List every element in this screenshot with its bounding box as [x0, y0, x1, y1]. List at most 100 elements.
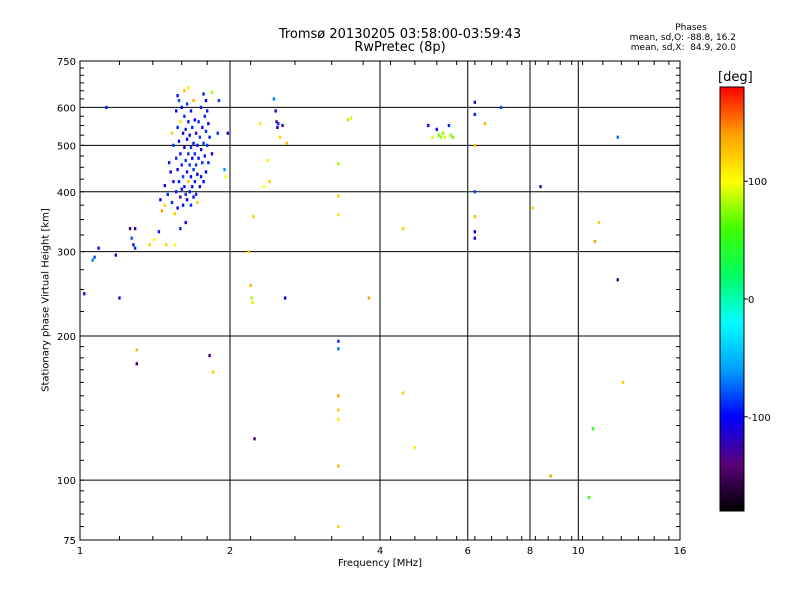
phases-info: Phases mean, sd,O: -88.8, 16.2 mean, sd,…: [596, 23, 736, 53]
data-point: [208, 353, 211, 358]
colorbar: 100 0 -100: [719, 86, 771, 512]
axis-ticks: 1 2 4 6 8 10 16 75 100 200 300 400 500 600 750: [57, 57, 686, 557]
data-point: [189, 175, 193, 179]
data-point: [346, 118, 350, 122]
data-point: [283, 296, 287, 300]
data-point: [539, 185, 542, 189]
data-point: [118, 296, 121, 300]
data-point: [473, 190, 477, 194]
data-point: [201, 161, 204, 165]
colorbar-tick-label: -100: [748, 413, 771, 424]
data-point: [253, 437, 256, 441]
data-point: [197, 120, 200, 124]
data-point: [148, 243, 151, 247]
data-point: [204, 129, 208, 133]
data-point: [431, 135, 434, 139]
data-point: [349, 116, 353, 120]
data-point: [160, 209, 164, 213]
data-point: [163, 203, 167, 207]
colorbar-tick-label: 100: [748, 177, 767, 188]
data-point: [179, 152, 182, 156]
data-point: [183, 145, 186, 150]
chart-subtitle: RwPretec (8p): [354, 40, 446, 55]
data-point: [191, 185, 194, 189]
data-point: [337, 408, 340, 412]
data-point: [337, 394, 340, 398]
data-point: [451, 135, 455, 139]
data-point: [173, 243, 177, 247]
data-point: [281, 123, 284, 128]
data-point: [187, 152, 190, 156]
data-point: [177, 98, 181, 103]
data-point: [203, 154, 206, 158]
data-point: [188, 133, 191, 137]
data-point: [211, 370, 215, 374]
data-point: [187, 180, 190, 184]
data-point: [443, 135, 447, 139]
data-point: [170, 131, 174, 135]
data-point: [188, 190, 191, 194]
data-point: [223, 167, 226, 172]
data-point: [204, 170, 208, 174]
data-point: [183, 114, 186, 118]
colorbar-gradient: [719, 86, 745, 512]
data-point: [367, 296, 371, 300]
data-point: [157, 230, 161, 234]
data-point: [202, 92, 205, 96]
data-point: [207, 161, 210, 165]
data-point: [337, 464, 340, 468]
data-point: [177, 180, 181, 184]
data-point: [97, 246, 100, 250]
data-point: [337, 339, 340, 343]
data-point: [226, 131, 230, 135]
y-tick-label: 300: [57, 248, 76, 259]
data-point: [499, 105, 503, 110]
data-point: [194, 192, 198, 196]
data-point: [189, 109, 193, 113]
data-point: [203, 114, 206, 118]
data-point: [181, 131, 185, 135]
data-point: [185, 170, 189, 174]
data-point: [183, 89, 186, 93]
data-point: [184, 158, 187, 163]
data-point: [105, 105, 108, 110]
data-point: [192, 195, 195, 199]
data-point: [473, 214, 477, 219]
data-point: [176, 125, 179, 130]
data-point: [185, 137, 189, 141]
x-tick-label: 6: [465, 546, 471, 557]
data-point: [114, 253, 118, 257]
data-point: [197, 156, 200, 160]
data-point: [202, 180, 205, 184]
data-point: [193, 152, 197, 156]
data-point: [198, 185, 202, 189]
data-point: [531, 206, 534, 210]
data-point: [91, 258, 94, 262]
data-point: [224, 175, 227, 179]
data-point: [135, 348, 138, 352]
data-point: [207, 122, 210, 126]
phases-o-stats: mean, sd,O: -88.8, 16.2: [629, 33, 736, 43]
x-tick-label: 4: [377, 546, 383, 557]
data-point: [483, 122, 487, 126]
data-point: [247, 250, 250, 254]
data-point: [194, 131, 198, 135]
data-point: [130, 236, 133, 240]
data-point: [202, 141, 205, 145]
data-point: [427, 123, 430, 128]
plot-border: [79, 60, 681, 541]
data-point: [183, 185, 186, 189]
data-point: [208, 135, 211, 139]
x-tick-label: 10: [572, 546, 585, 557]
data-point: [191, 156, 194, 160]
data-point: [172, 143, 175, 147]
data-point: [192, 98, 195, 103]
data-point: [175, 156, 178, 160]
data-point: [266, 158, 269, 163]
data-point: [196, 143, 199, 147]
data-point: [337, 213, 340, 217]
data-point: [159, 198, 162, 202]
data-point: [597, 220, 601, 225]
data-point: [176, 206, 179, 210]
data-point: [441, 131, 445, 135]
